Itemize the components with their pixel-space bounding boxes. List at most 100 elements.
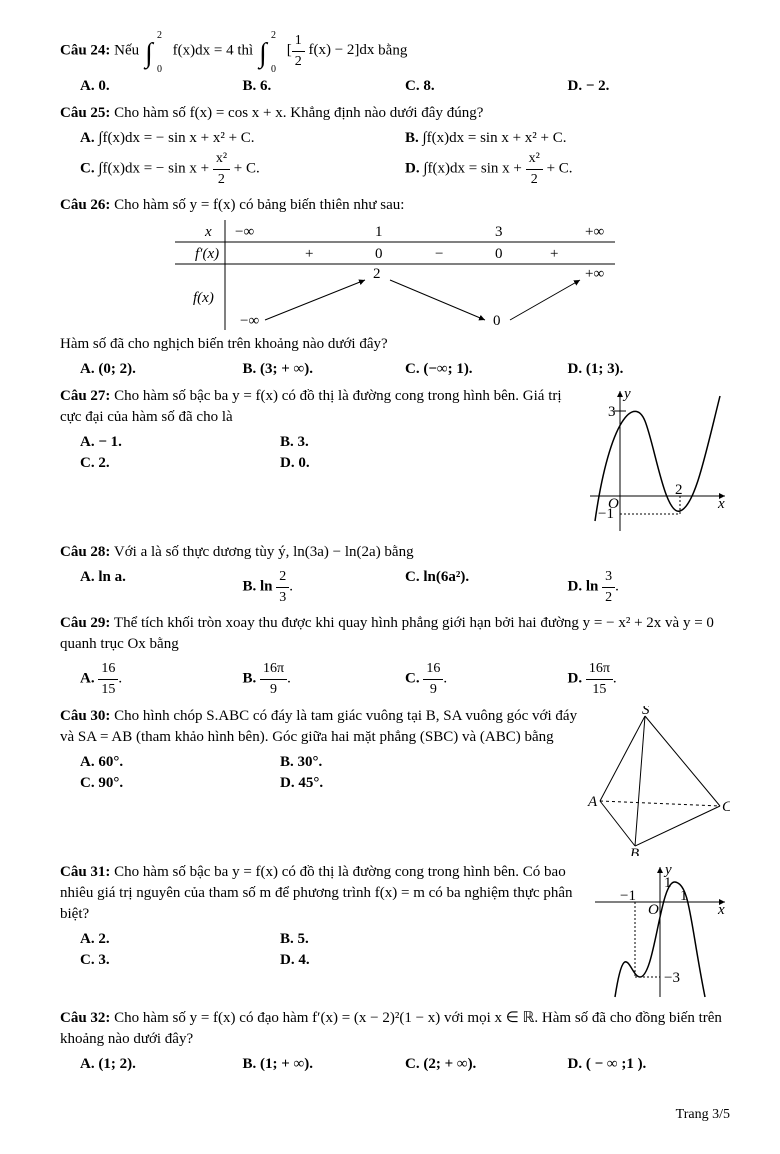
q30-opt-a: A. 60°. [80, 752, 280, 773]
q29-text: Thể tích khối tròn xoay thu được khi qua… [60, 615, 714, 652]
q24-opt-d: D. − 2. [568, 76, 731, 97]
q28-opt-d: D. ln 32. [568, 567, 731, 607]
q25-text: Cho hàm số f(x) = cos x + x. Khẳng định … [114, 105, 483, 121]
question-25: Câu 25: Cho hàm số f(x) = cos x + x. Khẳ… [60, 103, 730, 189]
question-30: Câu 30: Cho hình chóp S.ABC có đáy là ta… [60, 706, 730, 856]
q27-graph: y x O 3 2 −1 [580, 386, 730, 536]
q27-label: Câu 27: [60, 388, 110, 404]
integral-2: 2∫0 [257, 30, 283, 72]
svg-text:O: O [648, 902, 659, 918]
svg-text:0: 0 [493, 313, 501, 329]
svg-text:0: 0 [157, 64, 162, 72]
q24-text-pre: Nếu [114, 42, 143, 58]
svg-text:x: x [204, 224, 212, 240]
q25-opt-d: D. ∫f(x)dx = sin x + x²2 + C. [405, 149, 730, 189]
q32-opt-d: D. ( − ∞ ;1 ). [568, 1054, 731, 1075]
svg-text:∫: ∫ [257, 38, 269, 70]
q29-opt-d: D. 16π15. [568, 659, 731, 699]
svg-text:1: 1 [664, 875, 672, 891]
svg-text:−3: −3 [664, 970, 680, 986]
q28-opt-a: A. ln a. [80, 567, 243, 607]
question-31: Câu 31: Cho hàm số bậc ba y = f(x) có đồ… [60, 862, 730, 1002]
svg-text:−: − [435, 246, 443, 262]
svg-text:x: x [717, 902, 725, 918]
q32-text: Cho hàm số y = f(x) có đạo hàm f′(x) = (… [60, 1010, 722, 1047]
q25-opt-a: A. ∫f(x)dx = − sin x + x² + C. [80, 128, 405, 149]
q25-opt-b: B. ∫f(x)dx = sin x + x² + C. [405, 128, 730, 149]
q29-opt-b: B. 16π9. [243, 659, 406, 699]
svg-text:+: + [305, 246, 313, 262]
q24-bracket: [12 f(x) − 2]dx [287, 42, 375, 58]
q28-label: Câu 28: [60, 544, 110, 560]
svg-text:−∞: −∞ [235, 224, 254, 240]
q26-label: Câu 26: [60, 197, 110, 213]
svg-text:−1: −1 [598, 506, 614, 522]
q26-subtext: Hàm số đã cho nghịch biến trên khoảng nà… [60, 334, 730, 355]
svg-text:f′(x): f′(x) [195, 246, 219, 262]
svg-text:x: x [717, 496, 725, 512]
q31-text: Cho hàm số bậc ba y = f(x) có đồ thị là … [60, 864, 573, 922]
svg-text:2: 2 [675, 482, 683, 498]
q31-opt-c: C. 3. [80, 950, 280, 971]
svg-text:S: S [642, 706, 650, 718]
svg-text:f(x): f(x) [193, 290, 214, 306]
svg-text:A: A [587, 794, 598, 810]
q24-opt-c: C. 8. [405, 76, 568, 97]
svg-text:3: 3 [495, 224, 503, 240]
svg-text:2: 2 [271, 30, 276, 41]
q24-label: Câu 24: [60, 42, 110, 58]
question-29: Câu 29: Thể tích khối tròn xoay thu được… [60, 613, 730, 699]
variation-table: x f′(x) f(x) −∞ 1 3 +∞ + 0 − 0 + −∞ 2 0 … [175, 220, 615, 330]
svg-text:1: 1 [375, 224, 383, 240]
question-27: Câu 27: Cho hàm số bậc ba y = f(x) có đồ… [60, 386, 730, 536]
q31-opt-b: B. 5. [280, 929, 480, 950]
q30-text: Cho hình chóp S.ABC có đáy là tam giác v… [60, 708, 577, 745]
q31-label: Câu 31: [60, 864, 110, 880]
svg-text:+∞: +∞ [585, 224, 604, 240]
q24-end: bằng [378, 42, 407, 58]
svg-text:0: 0 [271, 64, 276, 72]
svg-text:+∞: +∞ [585, 266, 604, 282]
page-footer: Trang 3/5 [60, 1105, 730, 1125]
q26-opt-b: B. (3; + ∞). [243, 359, 406, 380]
q26-opt-d: D. (1; 3). [568, 359, 731, 380]
q29-opt-c: C. 169. [405, 659, 568, 699]
q25-label: Câu 25: [60, 105, 110, 121]
q28-opt-b: B. ln 23. [243, 567, 406, 607]
q26-opt-a: A. (0; 2). [80, 359, 243, 380]
question-26: Câu 26: Cho hàm số y = f(x) có bảng biến… [60, 195, 730, 380]
svg-text:0: 0 [375, 246, 383, 262]
q32-opt-c: C. (2; + ∞). [405, 1054, 568, 1075]
q27-opt-a: A. − 1. [80, 432, 280, 453]
integral-1: 2∫0 [143, 30, 169, 72]
q30-opt-b: B. 30°. [280, 752, 480, 773]
q24-mid: thì [237, 42, 257, 58]
q28-opt-c: C. ln(6a²). [405, 567, 568, 607]
svg-text:−∞: −∞ [240, 313, 259, 329]
q24-opt-a: A. 0. [80, 76, 243, 97]
svg-text:2: 2 [157, 30, 162, 41]
svg-text:∫: ∫ [143, 38, 155, 70]
q30-figure: S A B C [580, 706, 730, 856]
q25-opt-c: C. ∫f(x)dx = − sin x + x²2 + C. [80, 149, 405, 189]
q24-integrand1: f(x)dx = 4 [173, 42, 234, 58]
q27-opt-b: B. 3. [280, 432, 480, 453]
q30-opt-d: D. 45°. [280, 773, 480, 794]
svg-text:2: 2 [373, 266, 381, 282]
q29-opt-a: A. 1615. [80, 659, 243, 699]
svg-text:B: B [630, 846, 639, 856]
question-32: Câu 32: Cho hàm số y = f(x) có đạo hàm f… [60, 1008, 730, 1075]
q32-label: Câu 32: [60, 1010, 110, 1026]
q31-opt-d: D. 4. [280, 950, 480, 971]
q32-opt-a: A. (1; 2). [80, 1054, 243, 1075]
q30-opt-c: C. 90°. [80, 773, 280, 794]
q27-text: Cho hàm số bậc ba y = f(x) có đồ thị là … [60, 388, 562, 425]
q27-opt-d: D. 0. [280, 453, 480, 474]
q26-opt-c: C. (−∞; 1). [405, 359, 568, 380]
q32-opt-b: B. (1; + ∞). [243, 1054, 406, 1075]
svg-text:C: C [722, 799, 730, 815]
svg-text:+: + [550, 246, 558, 262]
svg-text:0: 0 [495, 246, 503, 262]
svg-text:−1: −1 [620, 888, 636, 904]
q24-opt-b: B. 6. [243, 76, 406, 97]
